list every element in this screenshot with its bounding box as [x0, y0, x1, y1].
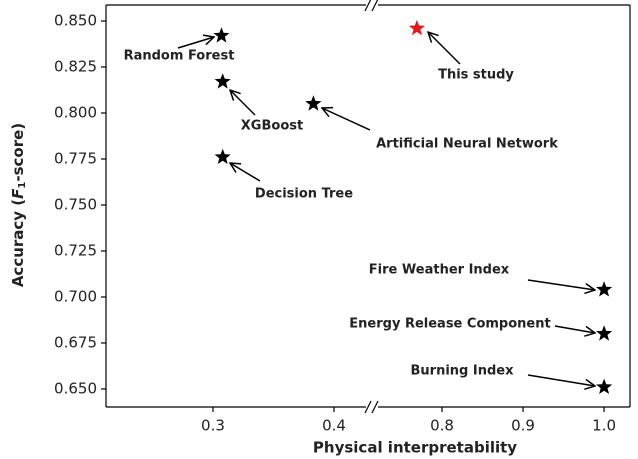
y-tick-label: 0.775	[54, 149, 97, 167]
point-label: Artificial Neural Network	[376, 137, 558, 152]
annotation-arrow	[428, 32, 461, 65]
annotation-arrow	[230, 163, 261, 182]
data-point	[214, 73, 231, 89]
y-label-part: -score)	[9, 123, 27, 182]
x-tick-label: 0.3	[201, 417, 225, 435]
x-tick-label: 0.4	[322, 417, 346, 435]
axis-break	[371, 0, 379, 12]
y-tick-label: 0.650	[54, 379, 97, 397]
point-label: Energy Release Component	[349, 317, 550, 332]
y-tick-label: 0.800	[54, 103, 97, 121]
y-tick-label: 0.700	[54, 287, 97, 305]
point-label: Decision Tree	[255, 187, 353, 202]
axis-break	[364, 0, 372, 12]
annotation-arrow	[230, 90, 256, 116]
point-label: XGBoost	[241, 119, 303, 134]
y-label-part: 1	[17, 182, 28, 189]
x-tick-label: 0.9	[511, 417, 535, 435]
axis-break	[371, 400, 379, 414]
y-label-part: F	[9, 188, 27, 199]
point-label: Fire Weather Index	[369, 263, 510, 278]
data-point	[305, 95, 322, 111]
y-axis-label: Accuracy (F1-score)	[9, 123, 29, 287]
y-tick-label: 0.725	[54, 241, 97, 259]
y-label-part: Accuracy (	[9, 199, 27, 287]
point-label: Random Forest	[124, 49, 235, 64]
annotation-arrow	[554, 325, 595, 333]
data-point	[214, 148, 231, 164]
annotation-arrow	[527, 279, 595, 290]
data-point	[596, 281, 613, 297]
data-point	[596, 325, 613, 341]
x-tick-label: 1.0	[592, 417, 616, 435]
annotation-arrow	[322, 108, 371, 131]
axis-break	[364, 400, 372, 414]
data-point	[596, 378, 613, 394]
x-tick-label: 0.8	[430, 417, 454, 435]
y-tick-label: 0.750	[54, 195, 97, 213]
data-point	[408, 19, 425, 36]
y-tick-label: 0.850	[54, 12, 97, 30]
data-point	[213, 27, 230, 43]
x-axis-label: Physical interpretability	[313, 439, 517, 457]
y-tick-label: 0.825	[54, 58, 97, 76]
annotation-arrow	[527, 374, 595, 386]
point-label: This study	[438, 68, 514, 83]
point-label: Burning Index	[411, 364, 515, 379]
annotation-arrow	[177, 37, 214, 49]
y-tick-label: 0.675	[54, 333, 97, 351]
